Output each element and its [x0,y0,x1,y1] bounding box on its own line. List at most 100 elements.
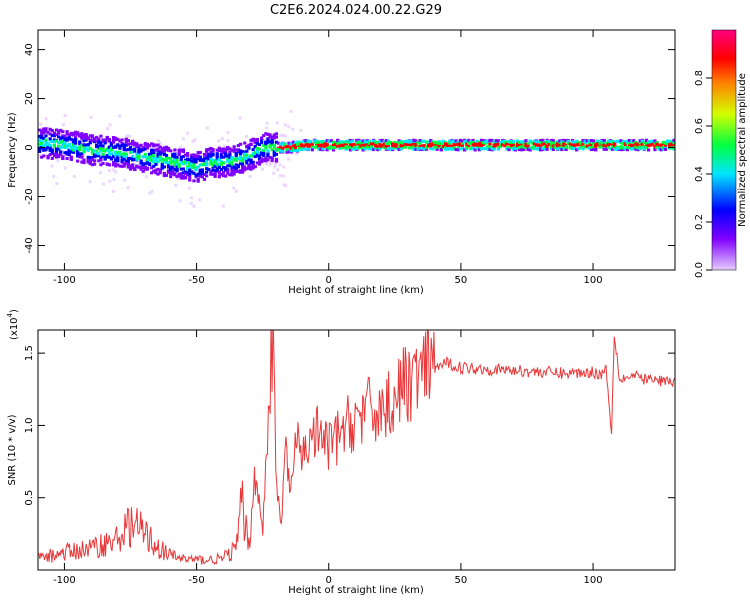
spectral-cell [498,140,503,144]
spectral-cell [253,155,257,159]
spectral-cell [88,141,92,145]
spectral-cell [226,147,230,151]
spectral-cell [99,134,103,138]
spectral-cell [209,169,213,173]
spectral-cell [226,154,230,158]
spectral-cell [350,139,355,143]
spectral-cell [501,140,505,144]
spectral-cell [65,157,69,161]
spectral-cell [126,139,131,143]
spectral-cell [240,170,245,174]
spectral-cell [405,140,410,144]
spectral-cell [88,156,92,160]
spectral-cell [150,152,154,156]
spectral-cell [441,144,446,148]
spectral-cell [251,152,255,156]
spectral-cell [238,169,243,173]
spectral-cell [558,140,562,144]
spectral-cell [274,135,279,139]
spectral-cell [452,144,456,148]
spectral-cell [367,139,372,143]
spectral-cell [230,166,234,170]
spectral-cell [154,168,158,172]
spectral-cell [598,140,602,144]
spectral-cell [230,162,234,166]
spectral-cell [101,161,105,165]
spectral-cell [524,139,528,143]
spectral-cell [137,146,141,150]
spectral-cell [226,157,230,161]
spectral-cell [152,153,156,157]
spectral-cell [289,146,293,150]
spectral-cell [558,145,562,149]
spectral-cell [526,147,530,151]
spectral-cell [226,131,230,135]
spectral-cell [418,138,422,142]
spectral-cell [205,174,209,178]
spectral-cell [386,142,391,146]
spectral-cell [511,141,515,145]
spectral-cell [154,148,158,152]
spectral-cell [80,155,84,159]
spectral-cell [221,147,226,151]
spectral-cell [205,149,209,153]
spectral-cell [600,139,604,143]
spectral-cell [414,142,418,146]
spectral-cell [196,165,200,169]
spectral-cell [143,165,147,169]
spectral-cell [69,150,73,154]
spectral-cell [178,199,182,203]
spectral-cell [46,142,50,146]
spectral-cell [181,174,185,178]
spectral-cell [630,139,634,143]
spectral-cell [361,139,365,143]
spectral-cell [492,139,496,143]
spectral-cell [488,139,492,143]
spectrogram-xtick-label: 50 [455,275,468,286]
spectral-cell [48,137,52,141]
spectral-cell [638,143,642,147]
spectral-cell [412,142,416,146]
spectral-cell [260,136,264,140]
spectral-cell [209,150,213,154]
spectral-cell [613,144,617,148]
spectral-cell [84,147,88,151]
spectral-cell [625,145,630,149]
spectral-cell [175,159,179,163]
spectral-cell [240,167,245,171]
spectral-cell [63,140,67,144]
spectral-cell [240,157,245,161]
spectral-cell [145,156,150,160]
scale-note-close: ) [9,309,20,313]
spectral-cell [181,167,185,171]
spectral-cell [177,151,181,155]
spectral-cell [655,145,659,149]
spectral-cell [54,154,59,158]
spectral-cell [118,164,122,168]
spectral-cell [86,158,90,162]
spectral-cell [543,145,547,149]
spectral-cell [175,174,179,178]
spectral-cell [517,148,522,152]
spectral-cell [266,158,270,162]
spectral-cell [435,145,439,149]
spectral-cell [188,178,192,182]
spectral-cell [359,144,363,148]
spectral-cell [133,149,137,153]
spectral-cell [270,141,274,145]
spectral-cell [224,166,228,170]
spectral-cell [72,174,76,178]
spectral-cell [198,158,202,162]
spectral-cell [191,139,195,143]
spectral-cell [177,164,181,168]
spectral-cell [223,144,227,148]
spectral-cell [281,174,285,178]
spectral-cell [331,141,336,145]
spectral-cell [196,179,200,183]
spectral-cell [283,123,287,127]
spectrogram-xtick-label: -100 [53,275,76,286]
spectral-cell [150,155,154,159]
spectral-cell [105,162,109,166]
spectral-cell [520,148,524,152]
spectral-cell [560,142,564,146]
